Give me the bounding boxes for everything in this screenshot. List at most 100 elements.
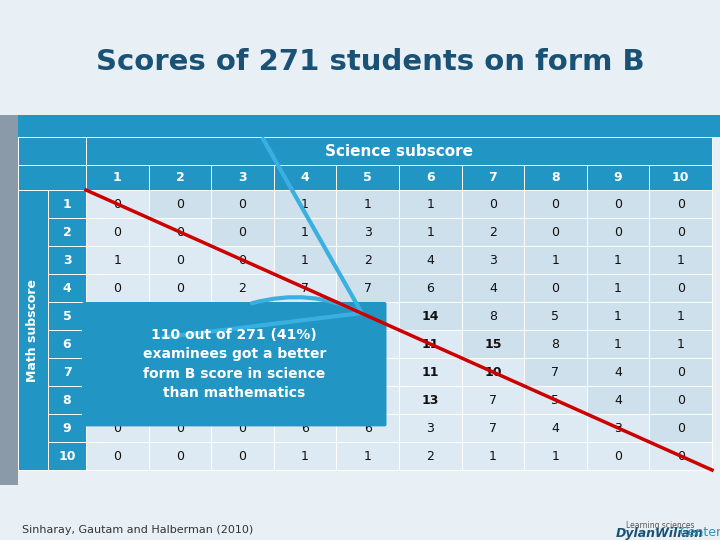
Bar — [649, 330, 712, 358]
Text: 7: 7 — [489, 394, 497, 407]
Bar — [649, 302, 712, 330]
Text: 6: 6 — [426, 281, 434, 294]
Bar — [48, 358, 86, 386]
Text: Learning sciences: Learning sciences — [626, 522, 694, 530]
Bar — [18, 165, 86, 190]
Bar — [148, 246, 211, 274]
Bar — [86, 302, 148, 330]
Text: 1: 1 — [176, 309, 184, 322]
Text: 2: 2 — [63, 226, 71, 239]
Text: 1: 1 — [364, 198, 372, 211]
Bar — [336, 246, 399, 274]
Text: 1: 1 — [677, 253, 685, 267]
Text: 0: 0 — [176, 253, 184, 267]
Bar — [462, 190, 524, 218]
Text: 8: 8 — [552, 171, 560, 184]
Bar — [148, 165, 211, 190]
Text: 1: 1 — [113, 171, 122, 184]
Text: 4: 4 — [301, 171, 310, 184]
Text: 0: 0 — [614, 198, 622, 211]
Bar — [649, 442, 712, 470]
Text: 1: 1 — [614, 338, 622, 350]
Text: 4: 4 — [426, 253, 434, 267]
Text: 0: 0 — [113, 281, 121, 294]
Bar — [48, 442, 86, 470]
Text: 0: 0 — [113, 198, 121, 211]
Bar — [86, 414, 148, 442]
Bar — [587, 414, 649, 442]
Text: 0: 0 — [677, 198, 685, 211]
Bar — [462, 442, 524, 470]
Text: 1: 1 — [63, 198, 71, 211]
Bar — [649, 274, 712, 302]
Bar — [649, 190, 712, 218]
Bar — [336, 442, 399, 470]
Text: 1: 1 — [301, 309, 309, 322]
Text: 1: 1 — [489, 449, 497, 462]
Text: 2: 2 — [489, 226, 497, 239]
Text: 0: 0 — [176, 394, 184, 407]
Bar — [524, 165, 587, 190]
Bar — [274, 274, 336, 302]
Bar — [274, 386, 336, 414]
Text: 0: 0 — [238, 226, 246, 239]
Bar — [462, 386, 524, 414]
Bar — [649, 386, 712, 414]
Text: 10: 10 — [484, 366, 502, 379]
Bar — [587, 165, 649, 190]
Text: 3: 3 — [364, 226, 372, 239]
Text: 1: 1 — [301, 253, 309, 267]
Text: 0: 0 — [238, 449, 246, 462]
Text: 4: 4 — [614, 394, 622, 407]
Bar — [148, 218, 211, 246]
Text: 7: 7 — [489, 171, 498, 184]
Bar — [524, 190, 587, 218]
Text: 0: 0 — [677, 449, 685, 462]
Bar — [148, 386, 211, 414]
Text: 0: 0 — [552, 198, 559, 211]
Bar — [462, 218, 524, 246]
Bar — [649, 358, 712, 386]
Bar — [211, 442, 274, 470]
Bar — [336, 302, 399, 330]
Text: 1: 1 — [426, 198, 434, 211]
Bar — [524, 302, 587, 330]
Bar — [587, 274, 649, 302]
Bar — [211, 330, 274, 358]
Text: 10: 10 — [58, 449, 76, 462]
Text: 1: 1 — [677, 309, 685, 322]
Text: 0: 0 — [552, 281, 559, 294]
Text: 7: 7 — [552, 366, 559, 379]
Text: Scores of 271 students on form B: Scores of 271 students on form B — [96, 48, 644, 76]
Bar — [148, 330, 211, 358]
Text: 5: 5 — [552, 394, 559, 407]
Bar — [399, 414, 462, 442]
Bar — [86, 358, 148, 386]
Text: 1: 1 — [113, 253, 121, 267]
Bar — [649, 246, 712, 274]
Text: 6: 6 — [301, 422, 309, 435]
Bar — [399, 330, 462, 358]
Text: 4: 4 — [552, 422, 559, 435]
Bar — [148, 414, 211, 442]
Text: 0: 0 — [677, 394, 685, 407]
Text: 0: 0 — [364, 338, 372, 350]
Bar — [274, 190, 336, 218]
Bar — [399, 246, 462, 274]
Bar — [48, 246, 86, 274]
Bar — [399, 218, 462, 246]
Text: 2: 2 — [301, 394, 309, 407]
Text: 2: 2 — [238, 281, 246, 294]
Bar — [399, 386, 462, 414]
Bar — [0, 115, 18, 485]
Text: 0: 0 — [113, 226, 121, 239]
Bar — [649, 414, 712, 442]
Bar — [274, 218, 336, 246]
Text: 1: 1 — [614, 281, 622, 294]
Bar — [48, 190, 86, 218]
Bar — [86, 165, 148, 190]
Bar — [524, 358, 587, 386]
Bar — [524, 330, 587, 358]
Bar — [86, 218, 148, 246]
Text: 6: 6 — [364, 422, 372, 435]
